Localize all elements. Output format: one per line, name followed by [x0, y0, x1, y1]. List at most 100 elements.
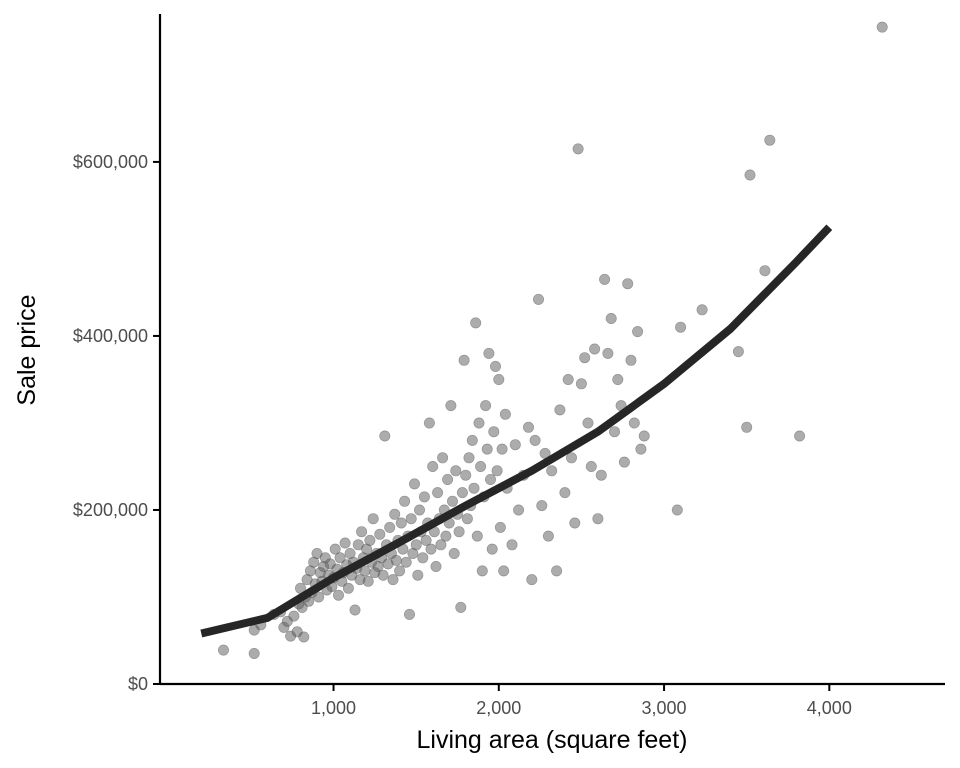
data-point [400, 556, 412, 568]
data-point [374, 528, 386, 540]
data-point [494, 521, 506, 533]
data-point [488, 426, 500, 438]
data-point [506, 539, 518, 551]
data-point [509, 439, 521, 451]
y-tick-label: $0 [128, 674, 148, 694]
x-tick-label: 2,000 [476, 698, 521, 718]
data-point [565, 452, 577, 464]
data-point [437, 452, 449, 464]
data-point [625, 354, 637, 366]
data-point [618, 456, 630, 468]
data-point [622, 278, 634, 290]
data-point [592, 513, 604, 525]
data-point [480, 400, 492, 412]
data-point [384, 521, 396, 533]
data-point [470, 317, 482, 329]
data-point [364, 534, 376, 546]
data-point [420, 534, 432, 546]
data-point [522, 421, 534, 433]
data-point [387, 574, 399, 586]
data-point [435, 539, 447, 551]
data-point [417, 552, 429, 564]
data-point [313, 591, 325, 603]
data-point [632, 326, 644, 338]
data-point [475, 460, 487, 472]
data-point [356, 526, 368, 538]
x-tick-label: 3,000 [642, 698, 687, 718]
data-point [532, 293, 544, 305]
data-point [513, 504, 525, 516]
data-point [526, 574, 538, 586]
data-point [339, 537, 351, 549]
data-point [456, 487, 468, 499]
data-point [412, 569, 424, 581]
points-layer [218, 21, 888, 659]
y-tick-label: $200,000 [73, 500, 148, 520]
x-axis-title: Living area (square feet) [417, 726, 688, 754]
data-point [425, 543, 437, 555]
data-point [379, 430, 391, 442]
data-point [427, 460, 439, 472]
data-point [377, 569, 389, 581]
data-point [635, 443, 647, 455]
data-point [218, 644, 230, 656]
data-point [446, 495, 458, 507]
data-point [585, 460, 597, 472]
x-tick-label: 4,000 [807, 698, 852, 718]
data-point [455, 601, 467, 613]
data-point [732, 346, 744, 358]
data-point [529, 434, 541, 446]
data-point [329, 543, 341, 555]
data-point [288, 610, 300, 622]
data-point [608, 426, 620, 438]
data-point [484, 473, 496, 485]
fit-layer [200, 224, 833, 638]
data-point [559, 487, 571, 499]
data-point [390, 554, 402, 566]
data-point [589, 343, 601, 355]
x-axis-ticks: 1,000 2,000 3,000 4,000 [311, 684, 852, 718]
data-point [599, 273, 611, 285]
y-axis-title: Sale price [13, 294, 41, 405]
data-point [764, 134, 776, 146]
data-point [612, 373, 624, 385]
y-tick-label: $400,000 [73, 326, 148, 346]
data-point [876, 21, 888, 33]
data-point [389, 508, 401, 520]
y-axis-ticks: $0 $200,000 $400,000 $600,000 [73, 152, 160, 694]
data-point [628, 417, 640, 429]
data-point [638, 430, 650, 442]
data-point [493, 373, 505, 385]
data-point [413, 504, 425, 516]
data-point [491, 465, 503, 477]
data-point [418, 491, 430, 503]
data-point [582, 417, 594, 429]
data-point [349, 604, 361, 616]
fit-line [200, 224, 833, 638]
data-point [496, 443, 508, 455]
data-point [481, 443, 493, 455]
data-point [394, 565, 406, 577]
data-point [575, 378, 587, 390]
data-point [342, 582, 354, 594]
data-point [572, 143, 584, 155]
data-point [399, 495, 411, 507]
data-point [466, 434, 478, 446]
data-point [744, 169, 756, 181]
data-point [579, 352, 591, 364]
data-point [461, 513, 473, 525]
data-point [542, 530, 554, 542]
data-point [562, 373, 574, 385]
data-point [248, 647, 260, 659]
data-point [499, 408, 511, 420]
data-point [367, 513, 379, 525]
data-point [403, 608, 415, 620]
data-point [473, 417, 485, 429]
data-point [395, 517, 407, 529]
data-point [536, 500, 548, 512]
data-point [605, 312, 617, 324]
data-point [458, 354, 470, 366]
data-point [468, 482, 480, 494]
